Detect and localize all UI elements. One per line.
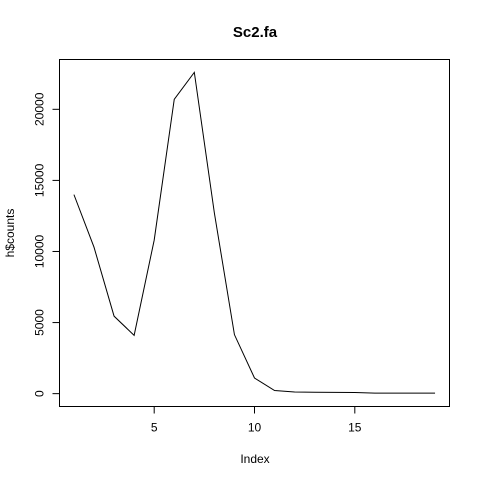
y-tick-label: 20000 bbox=[33, 92, 47, 126]
x-tick-label: 10 bbox=[248, 421, 262, 435]
x-tick-label: 15 bbox=[348, 421, 362, 435]
series-group bbox=[73, 71, 436, 394]
x-axis-title: Index bbox=[240, 452, 269, 466]
y-tick-label: 0 bbox=[33, 390, 47, 397]
y-tick-label: 10000 bbox=[33, 234, 47, 268]
y-axis: 0 5000 10000 15000 20000 bbox=[33, 92, 60, 397]
x-axis: 5 10 15 bbox=[151, 406, 362, 435]
y-tick-label: 5000 bbox=[33, 309, 47, 336]
plot-frame bbox=[59, 59, 450, 407]
chart-title: Sc2.fa bbox=[233, 24, 278, 41]
x-tick-label: 5 bbox=[151, 421, 158, 435]
series-line bbox=[73, 71, 436, 394]
y-tick-label: 15000 bbox=[33, 163, 47, 197]
y-axis-title: h$counts bbox=[3, 209, 17, 258]
